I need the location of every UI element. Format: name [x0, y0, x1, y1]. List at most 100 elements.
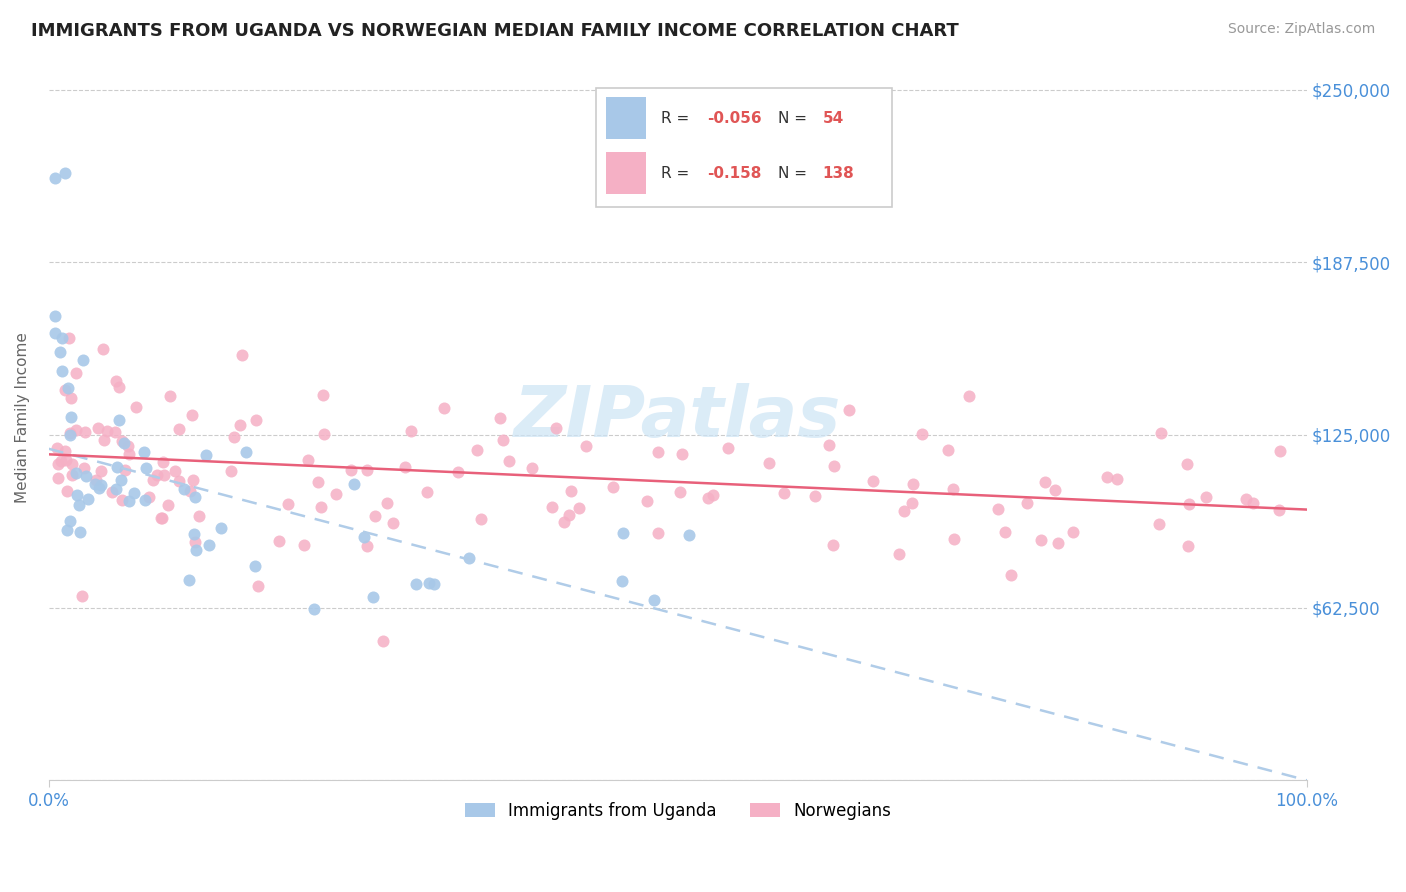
Point: [292, 538, 315, 552]
Point: [231, 348, 253, 362]
Point: [138, 490, 160, 504]
Point: [297, 453, 319, 467]
Text: 138: 138: [823, 166, 855, 181]
Point: [51, 454, 73, 468]
Point: [568, 500, 591, 515]
Point: [156, 498, 179, 512]
Point: [169, 422, 191, 436]
Point: [447, 465, 470, 479]
Point: [465, 442, 488, 457]
Point: [153, 468, 176, 483]
Point: [55, 453, 77, 467]
Point: [277, 497, 299, 511]
Point: [142, 473, 165, 487]
Point: [108, 380, 131, 394]
Point: [245, 413, 267, 427]
Point: [93, 434, 115, 448]
Point: [560, 483, 582, 498]
Point: [1177, 540, 1199, 554]
Point: [125, 401, 148, 415]
Point: [821, 538, 844, 552]
Point: [51, 364, 73, 378]
Point: [994, 524, 1017, 539]
Point: [73, 461, 96, 475]
Point: [58, 331, 80, 345]
Point: [188, 509, 211, 524]
Point: [371, 634, 394, 648]
Point: [671, 447, 693, 461]
Point: [110, 434, 132, 448]
Text: R =: R =: [661, 166, 695, 181]
Point: [51, 331, 73, 345]
Point: [169, 474, 191, 488]
Point: [267, 534, 290, 549]
Point: [55, 165, 77, 179]
Point: [544, 421, 567, 435]
Point: [186, 542, 208, 557]
Point: [837, 402, 859, 417]
Point: [49, 345, 72, 359]
Point: [91, 342, 114, 356]
Point: [177, 573, 200, 587]
Point: [65, 466, 87, 480]
Point: [911, 427, 934, 442]
Point: [135, 461, 157, 475]
Point: [53, 443, 76, 458]
Point: [66, 488, 89, 502]
Point: [817, 438, 839, 452]
Point: [152, 455, 174, 469]
Point: [104, 425, 127, 439]
Point: [58, 514, 80, 528]
Point: [470, 512, 492, 526]
Point: [1195, 490, 1218, 504]
Point: [59, 391, 82, 405]
Point: [83, 477, 105, 491]
Point: [44, 326, 66, 340]
Point: [643, 593, 665, 607]
Point: [96, 424, 118, 438]
Point: [309, 500, 332, 515]
Point: [558, 508, 581, 523]
Point: [184, 491, 207, 505]
FancyBboxPatch shape: [596, 87, 891, 208]
Point: [211, 521, 233, 535]
Point: [77, 492, 100, 507]
Point: [697, 491, 720, 506]
Point: [67, 498, 90, 512]
Text: -0.158: -0.158: [707, 166, 761, 181]
Text: IMMIGRANTS FROM UGANDA VS NORWEGIAN MEDIAN FAMILY INCOME CORRELATION CHART: IMMIGRANTS FROM UGANDA VS NORWEGIAN MEDI…: [31, 22, 959, 40]
Y-axis label: Median Family Income: Median Family Income: [15, 333, 30, 503]
Point: [1147, 517, 1170, 532]
Point: [181, 474, 204, 488]
Point: [110, 473, 132, 487]
FancyBboxPatch shape: [606, 97, 647, 139]
Point: [1043, 483, 1066, 497]
Point: [636, 494, 658, 508]
Point: [758, 456, 780, 470]
Text: R =: R =: [661, 111, 695, 126]
Point: [302, 601, 325, 615]
Point: [422, 577, 444, 591]
Point: [399, 424, 422, 438]
Point: [1241, 496, 1264, 510]
Point: [889, 547, 911, 561]
Point: [59, 426, 82, 441]
Point: [70, 589, 93, 603]
Point: [60, 457, 83, 471]
Point: [134, 493, 156, 508]
Text: 54: 54: [823, 111, 844, 126]
Point: [1047, 536, 1070, 550]
Point: [117, 493, 139, 508]
Point: [117, 439, 139, 453]
Point: [46, 442, 69, 456]
Point: [575, 439, 598, 453]
Point: [84, 473, 107, 487]
Point: [1150, 426, 1173, 441]
Point: [364, 508, 387, 523]
Point: [1175, 457, 1198, 471]
Text: -0.056: -0.056: [707, 111, 762, 126]
Point: [179, 484, 201, 499]
Point: [498, 454, 520, 468]
Point: [246, 578, 269, 592]
Point: [56, 483, 79, 498]
